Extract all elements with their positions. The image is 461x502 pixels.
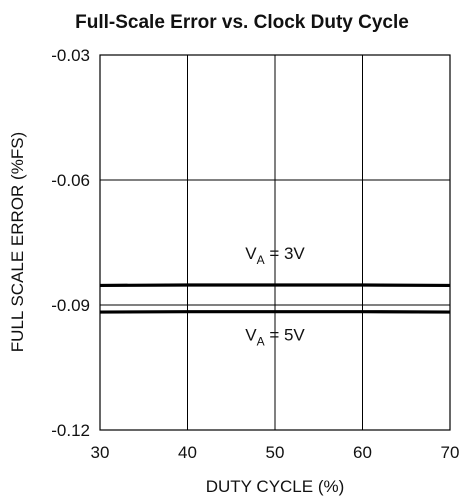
series-annotation-2: VA = 5V [245,325,305,348]
annotations: VA = 3V VA = 5V [245,244,305,348]
series-lines [99,283,451,314]
x-tick-label: 50 [266,443,285,462]
y-tick-labels: -0.03 -0.06 -0.09 -0.12 [51,46,90,440]
y-tick-label: -0.06 [51,171,90,190]
x-axis-label: DUTY CYCLE (%) [206,477,345,496]
y-tick-label: -0.09 [51,296,90,315]
x-tick-label: 60 [353,443,372,462]
plot-area [99,54,451,431]
x-tick-labels: 30 40 50 60 70 [91,443,460,462]
y-axis-label: FULL SCALE ERROR (%FS) [8,132,27,352]
chart-title: Full-Scale Error vs. Clock Duty Cycle [75,12,409,33]
x-tick-label: 70 [441,443,460,462]
y-tick-label: -0.03 [51,46,90,65]
series-annotation-1: VA = 3V [245,244,305,267]
y-tick-label: -0.12 [51,421,90,440]
x-tick-label: 40 [178,443,197,462]
x-tick-label: 30 [91,443,110,462]
grid [100,55,450,430]
